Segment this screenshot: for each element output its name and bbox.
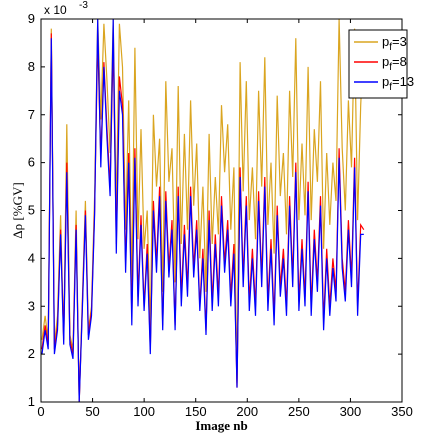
y-exponent-power: -3 bbox=[79, 0, 88, 11]
y-axis-title: Δρ [%GV] bbox=[10, 182, 25, 238]
axis-ticks: 0 50 100 150 200 250 300 350 1 2 3 4 5 6 7 8 9 bbox=[28, 11, 413, 419]
y-tick-label: 7 bbox=[28, 107, 35, 122]
x-tick-label: 50 bbox=[85, 404, 99, 419]
y-tick-label: 1 bbox=[28, 394, 35, 409]
series-line-3 bbox=[41, 19, 364, 402]
x-tick-label: 350 bbox=[391, 404, 413, 419]
y-tick-label: 8 bbox=[28, 59, 35, 74]
x-tick-label: 0 bbox=[37, 404, 44, 419]
series-line-1 bbox=[41, 19, 365, 402]
series-lines bbox=[41, 19, 365, 402]
y-tick-label: 6 bbox=[28, 155, 35, 170]
x-tick-label: 250 bbox=[288, 404, 310, 419]
y-exponent-base: x 10 bbox=[44, 3, 67, 17]
x-tick-label: 150 bbox=[185, 404, 207, 419]
y-tick-label: 5 bbox=[28, 203, 35, 218]
y-tick-label: 2 bbox=[28, 346, 35, 361]
y-tick-label: 3 bbox=[28, 298, 35, 313]
y-tick-label: 4 bbox=[28, 250, 35, 265]
legend-label: pf=8 bbox=[382, 54, 407, 73]
legend: pf=3pf=8pf=13 bbox=[348, 29, 414, 99]
x-tick-label: 200 bbox=[236, 404, 258, 419]
x-axis-title: Image nb bbox=[195, 418, 247, 433]
y-exponent-label: x 10 -3 bbox=[44, 0, 88, 17]
y-tick-label: 9 bbox=[28, 11, 35, 26]
series-line-2 bbox=[41, 33, 365, 402]
x-tick-label: 100 bbox=[133, 404, 155, 419]
x-tick-label: 300 bbox=[340, 404, 362, 419]
legend-label: pf=3 bbox=[382, 34, 407, 53]
